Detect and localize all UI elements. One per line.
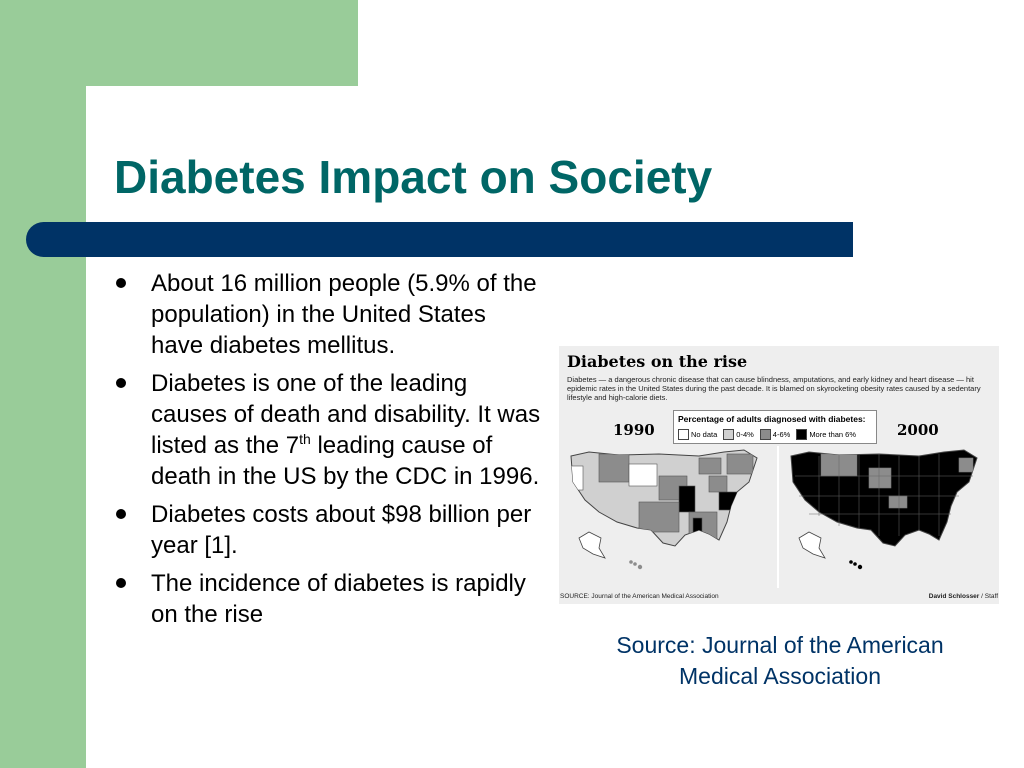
slide-title: Diabetes Impact on Society bbox=[114, 151, 713, 203]
bullet-text: About 16 million people (5.9% of the pop… bbox=[151, 270, 537, 359]
bullet-item: About 16 million people (5.9% of the pop… bbox=[112, 268, 542, 361]
legend-swatch bbox=[796, 429, 808, 440]
figure-caption: Source: Journal of the American Medical … bbox=[616, 632, 944, 689]
legend-swatch bbox=[723, 429, 735, 440]
us-maps-illustration bbox=[570, 446, 978, 588]
diabetes-map-figure: Diabetes on the rise Diabetes — a danger… bbox=[559, 346, 999, 604]
legend-item-mid: 4-6% bbox=[759, 429, 790, 440]
bullet-item: Diabetes is one of the leading causes of… bbox=[112, 368, 542, 492]
bullet-dot bbox=[116, 378, 126, 388]
year-label-1990: 1990 bbox=[613, 421, 655, 439]
map-2000 bbox=[790, 449, 978, 570]
legend-swatch bbox=[759, 429, 771, 440]
bullet-text: Diabetes costs about $98 billion per yea… bbox=[151, 501, 532, 559]
figure-description: Diabetes — a dangerous chronic disease t… bbox=[567, 375, 981, 402]
legend-item-high: More than 6% bbox=[796, 429, 856, 440]
map-1990 bbox=[570, 449, 758, 570]
bullet-text: The incidence of diabetes is rapidly on … bbox=[151, 570, 526, 628]
legend-item-no-data: No data bbox=[678, 429, 717, 440]
year-label-2000: 2000 bbox=[897, 421, 939, 439]
legend-item-low: 0-4% bbox=[723, 429, 754, 440]
figure-credit: David Schlosser / Staff bbox=[928, 593, 998, 600]
green-accent-left bbox=[0, 0, 86, 768]
bullet-dot bbox=[116, 578, 126, 588]
superscript: th bbox=[299, 431, 311, 447]
title-underline-bar bbox=[26, 222, 853, 257]
bullet-text: Diabetes is one of the leading causes of… bbox=[151, 370, 541, 490]
bullet-dot bbox=[116, 509, 126, 519]
figure-title: Diabetes on the rise bbox=[567, 352, 748, 371]
legend-title: Percentage of adults diagnosed with diab… bbox=[678, 414, 866, 424]
bullet-item: Diabetes costs about $98 billion per yea… bbox=[112, 499, 542, 561]
map-legend: Percentage of adults diagnosed with diab… bbox=[673, 410, 877, 444]
legend-swatch bbox=[678, 429, 689, 440]
figure-source: SOURCE: Journal of the American Medical … bbox=[560, 593, 719, 600]
bullet-item: The incidence of diabetes is rapidly on … bbox=[112, 568, 542, 630]
bullet-dot bbox=[116, 278, 126, 288]
bullet-list: About 16 million people (5.9% of the pop… bbox=[112, 268, 542, 637]
